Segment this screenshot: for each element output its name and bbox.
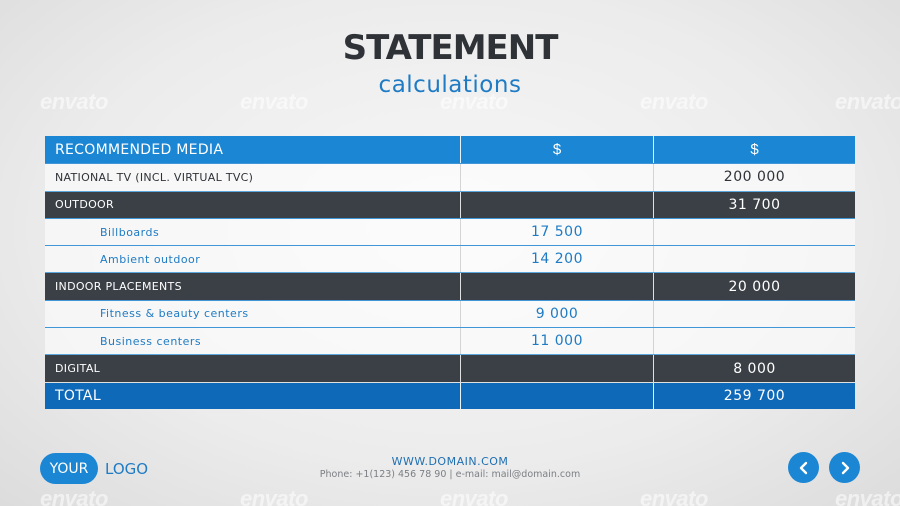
table-row: NATIONAL TV (INCL. VIRTUAL TVC) 200 000	[45, 163, 855, 191]
row-total	[653, 246, 855, 273]
table-row: Fitness & beauty centers 9 000	[45, 299, 855, 328]
watermark: envato	[240, 486, 308, 506]
row-label: Business centers	[100, 334, 202, 348]
table-row: INDOOR PLACEMENTS 20 000	[45, 272, 855, 300]
total-label: TOTAL	[55, 387, 101, 404]
row-total: 8 000	[653, 355, 855, 382]
row-subtotal: 9 000	[460, 300, 653, 328]
logo-text: LOGO	[105, 459, 149, 478]
page-subtitle: calculations	[378, 72, 522, 98]
row-label: DIGITAL	[55, 362, 101, 376]
row-subtotal: 14 200	[460, 246, 653, 273]
row-label: Billboards	[100, 225, 160, 239]
logo-badge: YOUR	[40, 453, 98, 484]
website-link[interactable]: WWW.DOMAIN.COM	[391, 455, 509, 468]
header-currency-col2: $	[460, 136, 653, 164]
statement-table: RECOMMENDED MEDIA $ $ NATIONAL TV (INCL.…	[45, 136, 855, 409]
row-total	[653, 300, 855, 328]
table-row: Ambient outdoor 14 200	[45, 245, 855, 273]
row-label: NATIONAL TV (INCL. VIRTUAL TVC)	[55, 170, 254, 184]
row-label: Ambient outdoor	[100, 252, 201, 266]
next-button[interactable]	[829, 452, 860, 483]
table-total-row: TOTAL 259 700	[45, 381, 855, 409]
watermark: envato	[640, 486, 708, 506]
prev-button[interactable]	[788, 452, 819, 483]
row-total: 31 700	[653, 191, 855, 218]
row-total: 20 000	[653, 273, 855, 300]
row-label: OUTDOOR	[55, 198, 114, 212]
row-subtotal	[460, 164, 653, 191]
row-subtotal: 11 000	[460, 328, 653, 355]
table-row: Business centers 11 000	[45, 327, 855, 355]
row-subtotal	[460, 191, 653, 218]
watermark: envato	[40, 486, 108, 506]
row-subtotal: 17 500	[460, 218, 653, 246]
table-row: OUTDOOR 31 700	[45, 190, 855, 218]
company-logo: YOUR LOGO	[40, 453, 148, 484]
row-total: 200 000	[653, 164, 855, 191]
row-total	[653, 218, 855, 246]
total-subtotal	[460, 382, 653, 409]
row-label: Fitness & beauty centers	[100, 307, 249, 321]
chevron-right-icon	[841, 461, 849, 474]
row-subtotal	[460, 273, 653, 300]
total-value: 259 700	[653, 382, 855, 409]
table-row: DIGITAL 8 000	[45, 354, 855, 382]
watermark: envato	[835, 486, 900, 506]
header-currency-col3: $	[653, 136, 855, 164]
row-label: INDOOR PLACEMENTS	[55, 280, 182, 294]
table-row: Billboards 17 500	[45, 217, 855, 246]
chevron-left-icon	[799, 461, 807, 474]
table-header-row: RECOMMENDED MEDIA $ $	[45, 136, 855, 164]
header-media-label: RECOMMENDED MEDIA	[55, 141, 224, 158]
row-total	[653, 328, 855, 355]
row-subtotal	[460, 355, 653, 382]
watermark: envato	[440, 486, 508, 506]
page-title: STATEMENT	[342, 28, 559, 68]
contact-info: Phone: +1(123) 456 78 90 | e-mail: mail@…	[319, 469, 581, 480]
